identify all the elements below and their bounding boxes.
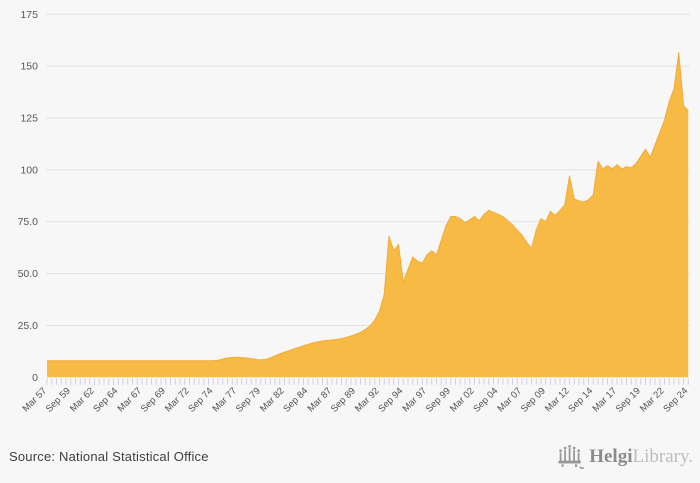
y-gridlines (46, 13, 690, 326)
area-series (47, 52, 689, 378)
x-axis-label: Mar 92 (353, 386, 382, 415)
x-axis-label: Mar 67 (115, 386, 144, 415)
x-axis-label: Mar 02 (448, 386, 477, 415)
x-axis-label: Mar 77 (210, 386, 239, 415)
logo-brand-primary: Helgi (589, 446, 633, 467)
x-axis-label: Sep 89 (329, 386, 358, 415)
x-axis-label: Mar 07 (495, 386, 524, 415)
y-axis-label: 125 (20, 113, 38, 125)
x-axis-label: Sep 79 (234, 386, 263, 415)
x-axis-label: Mar 12 (543, 386, 572, 415)
y-axis-labels: 0 25.0 50.0 75.0 100 125 150 175 (18, 9, 39, 384)
y-axis-label: 25.0 (18, 320, 39, 332)
x-axis-label: Sep 19 (614, 386, 643, 415)
x-axis-label: Mar 82 (258, 386, 287, 415)
logo-text: HelgiLibrary. (589, 441, 693, 473)
x-axis-label: Sep 94 (376, 386, 405, 415)
logo-brand-secondary: Library (632, 446, 689, 467)
y-axis-label: 50.0 (18, 268, 39, 280)
x-axis-label: Sep 24 (661, 386, 690, 415)
x-axis-label: Sep 99 (424, 386, 453, 415)
logo-suffix: . (688, 446, 693, 467)
x-axis-label: Mar 87 (305, 386, 334, 415)
y-axis-label: 0 (32, 372, 38, 384)
helgi-bridge-icon (558, 445, 585, 469)
x-axis-label: Sep 59 (44, 386, 73, 415)
y-axis-label: 75.0 (18, 216, 39, 228)
x-axis-label: Sep 84 (281, 386, 310, 415)
x-axis-label: Mar 57 (20, 386, 49, 415)
y-axis-label: 175 (20, 9, 38, 21)
x-axis-label: Sep 14 (566, 386, 595, 415)
x-axis-label: Sep 69 (139, 386, 168, 415)
helgilibrary-logo: HelgiLibrary. (557, 441, 693, 473)
x-axis-label: Sep 04 (471, 386, 500, 415)
area-series-edge (47, 52, 689, 362)
y-axis-label: 150 (20, 61, 38, 73)
x-axis-label: Sep 74 (186, 386, 215, 415)
x-axis-label: Sep 09 (519, 386, 548, 415)
source-caption: Source: National Statistical Office (9, 449, 209, 464)
x-axis-label: Mar 22 (638, 386, 667, 415)
x-axis-label: Sep 64 (91, 386, 120, 415)
x-tick-marks (46, 378, 689, 385)
x-axis-label: Mar 72 (163, 386, 192, 415)
x-axis-label: Mar 62 (68, 386, 97, 415)
x-axis-label: Mar 17 (590, 386, 619, 415)
y-axis-label: 100 (20, 164, 38, 176)
x-axis-label: Mar 97 (400, 386, 429, 415)
